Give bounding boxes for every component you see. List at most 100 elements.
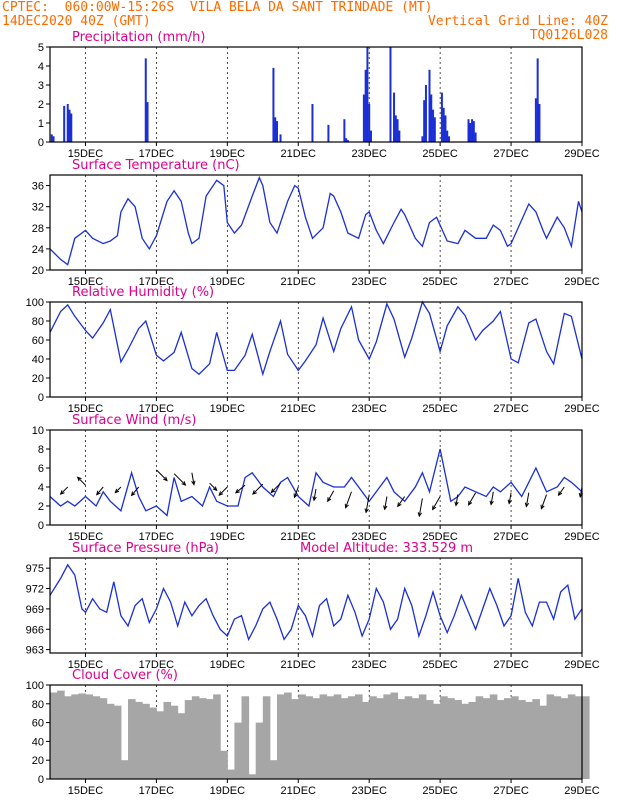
y-tick-label: 0 xyxy=(38,774,44,786)
panel-4: Surface Wind (m/s) 0 2 4 6 8 10 15DEC 17DEC 19DEC… xyxy=(32,413,600,543)
y-tick-label: 972 xyxy=(26,584,44,596)
x-tick-label: 21DEC xyxy=(281,403,317,415)
cloud-bar xyxy=(496,700,505,779)
precip-bar xyxy=(368,104,371,142)
wind-arrow-head xyxy=(181,481,187,486)
cloud-bar xyxy=(326,696,335,779)
precip-bar xyxy=(144,58,147,142)
x-tick-label: 19DEC xyxy=(210,785,246,797)
precip-bar xyxy=(538,104,541,142)
cloud-bar xyxy=(255,722,264,779)
cloud-bar xyxy=(120,760,129,779)
y-tick-label: 100 xyxy=(26,297,44,309)
x-tick-label: 17DEC xyxy=(139,531,175,543)
wind-arrow xyxy=(131,486,140,496)
station-header: CPTEC: 060:00W-15:26S VILA BELA DA SANT … xyxy=(2,0,433,15)
wind-arrow-head xyxy=(489,500,494,506)
cloud-bar xyxy=(163,701,172,779)
wind-arrow-head xyxy=(234,488,240,494)
precip-bar xyxy=(50,134,53,142)
panel-title: Cloud Cover (%) xyxy=(72,668,178,683)
cloud-bar xyxy=(71,694,79,779)
panel-title: Relative Humidity (%) xyxy=(72,285,214,300)
y-tick-label: 0 xyxy=(38,137,44,149)
x-tick-label: 27DEC xyxy=(493,531,529,543)
precip-bar xyxy=(311,104,314,142)
precip-bar xyxy=(272,67,275,142)
cloud-bar xyxy=(64,696,72,779)
precip-bar xyxy=(389,47,392,142)
x-tick-label: 29DEC xyxy=(564,276,600,288)
wind-arrow xyxy=(60,486,69,495)
plot-frame xyxy=(49,174,583,271)
cloud-bar xyxy=(99,698,108,779)
precip-bar xyxy=(471,119,474,142)
precip-bar xyxy=(146,102,149,142)
y-tick-label: 963 xyxy=(26,645,44,657)
precip-bar xyxy=(63,105,66,142)
x-tick-label: 27DEC xyxy=(493,785,529,797)
wind-arrow xyxy=(114,486,122,494)
y-tick-label: 5 xyxy=(38,42,44,54)
cloud-bar xyxy=(397,699,406,779)
wind-arrow xyxy=(525,492,530,507)
series-line xyxy=(49,175,583,266)
cloud-bar xyxy=(298,694,306,779)
x-tick-label: 21DEC xyxy=(281,785,317,797)
wind-arrow-head xyxy=(212,486,218,492)
panel-3: Relative Humidity (%) 0 20 40 60 80 100 15DEC 17… xyxy=(26,285,600,415)
x-tick-label: 17DEC xyxy=(139,148,175,160)
cloud-bar xyxy=(191,696,200,779)
precip-bar xyxy=(275,121,278,142)
cloud-bar xyxy=(198,698,207,779)
wind-arrow xyxy=(558,486,565,496)
wind-arrow xyxy=(397,496,406,507)
precip-bar xyxy=(442,107,445,142)
wind-arrow-head xyxy=(397,502,402,508)
x-tick-label: 19DEC xyxy=(210,531,246,543)
cloud-bar xyxy=(433,703,441,779)
x-tick-label: 27DEC xyxy=(493,403,529,415)
x-tick-label: 19DEC xyxy=(210,659,246,671)
cloud-bar xyxy=(369,696,377,779)
cloud-bar xyxy=(156,711,164,779)
cloud-bar xyxy=(390,692,399,779)
panel-title: Surface Pressure (hPa) xyxy=(72,541,219,556)
x-tick-label: 25DEC xyxy=(422,785,458,797)
cloud-bar xyxy=(284,692,292,779)
x-tick-label: 25DEC xyxy=(422,276,458,288)
cloud-bar xyxy=(269,760,278,779)
x-tick-label: 17DEC xyxy=(139,659,175,671)
cloud-bar xyxy=(347,696,356,779)
cloud-bar xyxy=(532,699,540,779)
y-tick-label: 8 xyxy=(38,444,44,456)
wind-arrow xyxy=(540,494,548,509)
panel-6: Cloud Cover (%) 0 20 40 60 80 100 15DEC 17DEC 19D… xyxy=(26,668,600,797)
wind-arrow-head xyxy=(507,499,512,505)
cloud-bar xyxy=(539,705,548,779)
precip-bar xyxy=(279,134,282,142)
precip-bar xyxy=(274,117,277,142)
cloud-bar xyxy=(468,701,477,779)
x-tick-label: 15DEC xyxy=(68,403,104,415)
cloud-bar xyxy=(128,699,136,779)
x-tick-label: 27DEC xyxy=(493,276,529,288)
precip-bar xyxy=(327,124,330,142)
wind-arrow-head xyxy=(540,504,545,510)
precip-bar xyxy=(430,94,433,142)
wind-arrow xyxy=(270,482,281,493)
x-tick-label: 15DEC xyxy=(68,659,104,671)
cloud-bar xyxy=(333,694,342,779)
wind-arrow xyxy=(156,469,168,481)
x-tick-label: 21DEC xyxy=(281,531,317,543)
cloud-bar xyxy=(184,700,193,779)
wind-arrow xyxy=(209,482,218,491)
cloud-bar xyxy=(475,696,484,779)
precip-bar xyxy=(369,130,372,142)
wind-arrow-head xyxy=(163,476,168,482)
wind-arrow-head xyxy=(218,491,224,496)
wind-arrow xyxy=(365,494,370,513)
precip-bar xyxy=(474,132,477,142)
series-line xyxy=(49,563,583,642)
precip-bar xyxy=(396,119,399,142)
